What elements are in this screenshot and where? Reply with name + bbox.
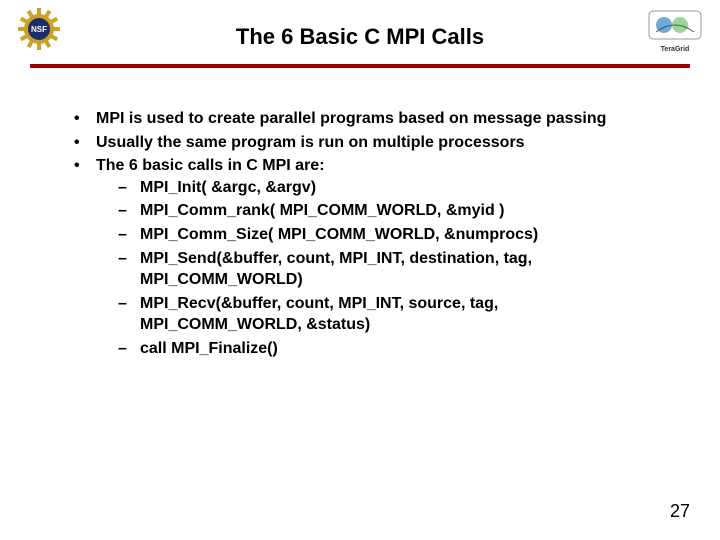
bullet-text: MPI is used to create parallel programs …	[96, 110, 606, 127]
sub-text: MPI_Comm_Size( MPI_COMM_WORLD, &numprocs…	[140, 226, 538, 243]
bullet-text: The 6 basic calls in C MPI are:	[96, 157, 325, 174]
slide: NSF TeraGrid The 6 Basic C MPI Calls MPI…	[0, 0, 720, 540]
sub-item: MPI_Init( &argc, &argv)	[118, 177, 660, 199]
sub-item: MPI_Recv(&buffer, count, MPI_INT, source…	[118, 293, 660, 336]
sub-item: MPI_Comm_Size( MPI_COMM_WORLD, &numprocs…	[118, 224, 660, 246]
title-rule	[30, 64, 690, 68]
sub-text: MPI_Comm_rank( MPI_COMM_WORLD, &myid )	[140, 202, 504, 219]
teragrid-logo-icon: TeraGrid	[648, 10, 702, 50]
sub-text: MPI_Recv(&buffer, count, MPI_INT, source…	[140, 295, 498, 334]
sub-item: MPI_Send(&buffer, count, MPI_INT, destin…	[118, 248, 660, 291]
bullet-item: MPI is used to create parallel programs …	[74, 108, 660, 130]
sub-list: MPI_Init( &argc, &argv) MPI_Comm_rank( M…	[96, 177, 660, 360]
teragrid-label: TeraGrid	[648, 46, 702, 53]
bullet-list: MPI is used to create parallel programs …	[74, 108, 660, 360]
slide-title: The 6 Basic C MPI Calls	[0, 18, 720, 64]
slide-header: NSF TeraGrid The 6 Basic C MPI Calls	[0, 0, 720, 68]
slide-content: MPI is used to create parallel programs …	[0, 68, 720, 360]
nsf-logo-icon: NSF	[18, 8, 60, 50]
sub-item: call MPI_Finalize()	[118, 338, 660, 360]
svg-text:NSF: NSF	[31, 25, 47, 34]
sub-text: MPI_Init( &argc, &argv)	[140, 179, 316, 196]
bullet-item: Usually the same program is run on multi…	[74, 132, 660, 154]
bullet-item: The 6 basic calls in C MPI are: MPI_Init…	[74, 155, 660, 359]
bullet-text: Usually the same program is run on multi…	[96, 134, 525, 151]
sub-text: MPI_Send(&buffer, count, MPI_INT, destin…	[140, 250, 532, 289]
page-number: 27	[670, 501, 690, 522]
sub-item: MPI_Comm_rank( MPI_COMM_WORLD, &myid )	[118, 200, 660, 222]
sub-text: call MPI_Finalize()	[140, 340, 278, 357]
